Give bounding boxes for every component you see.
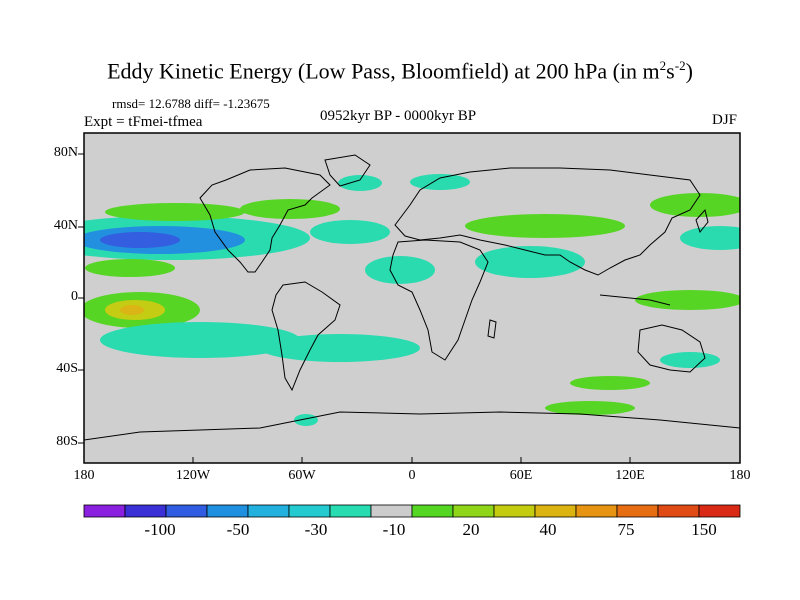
anomaly-tropical-pacific-orange: [120, 305, 144, 315]
colorbar-swatch: [575, 504, 618, 518]
field-contours: [84, 174, 740, 426]
colorbar-swatch: [370, 504, 413, 518]
colorbar-swatch: [247, 504, 290, 518]
coast-greenland: [324, 154, 371, 187]
coast-madagascar: [487, 319, 497, 339]
x-label-120e: 120E: [615, 468, 645, 483]
anomaly-australia-cyan: [660, 352, 720, 368]
colorbar-swatch: [83, 504, 126, 518]
colorbar-label-1: -100: [144, 520, 176, 539]
anomaly-south-america-cyan: [260, 334, 420, 362]
statistics-text: rmsd= 12.6788 diff= -1.23675: [112, 96, 270, 111]
anomaly-asia-green: [465, 214, 625, 238]
coast-north-america: [199, 167, 331, 273]
colorbar-swatch: [165, 504, 208, 518]
colorbar-swatch: [657, 504, 700, 518]
coast-africa: [389, 239, 489, 361]
x-label-180e: 180: [729, 468, 751, 483]
x-label-60w: 60W: [288, 468, 316, 483]
coast-south-america: [271, 281, 341, 392]
colorbar-label-7: 75: [617, 520, 635, 539]
colorbar: [83, 504, 741, 518]
colorbar-label-2: -50: [226, 520, 250, 539]
anomaly-nw-pacific-cyan: [680, 226, 740, 250]
anomaly-southern-ocean-green: [545, 401, 635, 415]
colorbar-swatch: [288, 504, 331, 518]
coast-japan: [695, 208, 709, 234]
colorbar-swatch: [493, 504, 536, 518]
x-label-120w: 120W: [175, 468, 211, 483]
colorbar-label-8: 150: [691, 520, 717, 539]
y-label-80n: 80N: [53, 145, 78, 160]
coast-antarctica: [84, 411, 740, 441]
y-label-40n: 40N: [53, 218, 78, 233]
anomaly-nw-pacific-green: [650, 193, 740, 217]
y-label-40s: 40S: [56, 361, 78, 376]
y-label-80s: 80S: [56, 434, 78, 449]
coast-australia: [637, 324, 706, 373]
anomaly-europe-cyan: [410, 174, 470, 190]
period-label: 0952kyr BP - 0000kyr BP: [320, 108, 477, 124]
colorbar-swatch: [698, 504, 741, 518]
anomaly-south-pacific-cyan: [100, 322, 300, 358]
colorbar-label-5: 20: [462, 520, 480, 539]
anomaly-arabia-cyan: [475, 246, 585, 278]
colorbar-swatch: [411, 504, 454, 518]
colorbar-swatch: [329, 504, 372, 518]
colorbar-swatch: [206, 504, 249, 518]
x-label-60e: 60E: [509, 468, 533, 483]
anomaly-atlantic-tropic: [365, 256, 435, 284]
experiment-label: Expt = tFmei-tfmea: [84, 114, 203, 130]
colorbar-swatch: [616, 504, 659, 518]
coastlines: [84, 154, 740, 441]
colorbar-label-4: -10: [382, 520, 406, 539]
colorbar-label-6: 40: [539, 520, 557, 539]
anomaly-npac-upper-green: [105, 203, 245, 221]
colorbar-swatch: [452, 504, 495, 518]
x-label-180w: 180: [73, 468, 95, 483]
anomaly-north-atlantic-cyan: [338, 175, 382, 191]
coast-indonesia: [599, 294, 671, 306]
chart-title: Eddy Kinetic Energy (Low Pass, Bloomfiel…: [107, 58, 693, 84]
anomaly-north-pacific-deep: [100, 232, 180, 248]
season-label: DJF: [712, 112, 738, 128]
y-ticks: [78, 153, 84, 444]
y-label-0: 0: [71, 289, 78, 304]
colorbar-label-3: -30: [304, 520, 328, 539]
anomaly-antarctic-cyan: [294, 414, 318, 426]
anomaly-atlantic-cyan: [310, 220, 390, 244]
colorbar-swatch: [124, 504, 167, 518]
coast-eurasia: [394, 167, 701, 276]
x-label-0: 0: [408, 468, 416, 483]
anomaly-indian-ocean-green: [570, 376, 650, 390]
colorbar-swatch: [534, 504, 577, 518]
x-ticks: [83, 457, 741, 463]
anomaly-west-pacific-green: [635, 290, 740, 310]
anomaly-east-pacific-green: [85, 259, 175, 277]
